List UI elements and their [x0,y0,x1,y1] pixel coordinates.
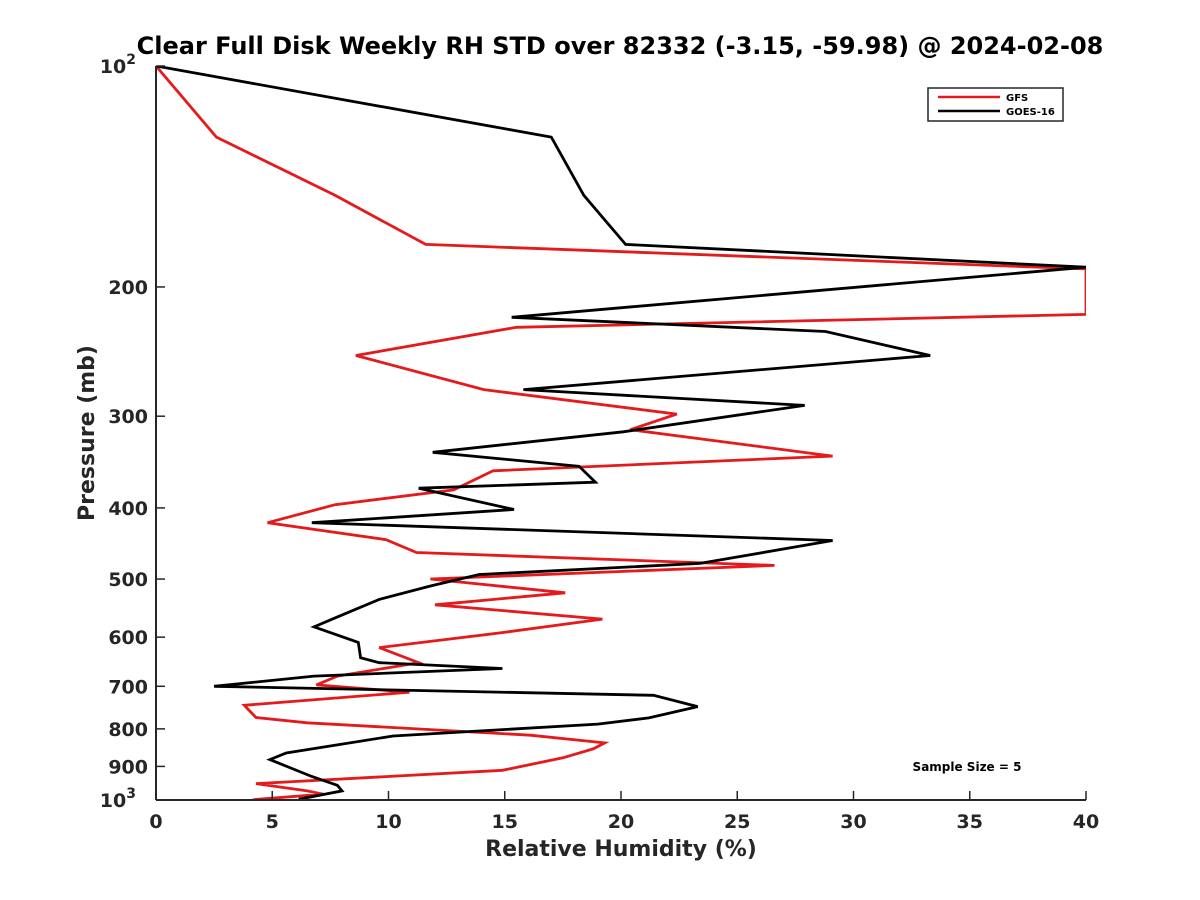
legend-label-gfs: GFS [1006,93,1028,104]
chart-title: Clear Full Disk Weekly RH STD over 82332… [137,32,1104,60]
x-ticks: 0 5 10 15 20 25 30 35 40 [149,791,1099,833]
y-tick-label: 700 [108,676,148,698]
x-tick-label: 15 [492,811,518,833]
x-axis-label: Relative Humidity (%) [485,837,757,862]
y-tick-label: 103 [100,786,136,812]
legend-label-goes-16: GOES-16 [1006,107,1055,118]
x-tick-label: 10 [375,811,401,833]
y-tick-label: 900 [108,756,148,778]
x-tick-label: 20 [608,811,634,833]
y-tick-label: 200 [108,277,148,299]
x-tick-label: 30 [840,811,866,833]
y-tick-label: 500 [108,569,148,591]
x-tick-label: 0 [149,811,162,833]
series-line-gfs [156,66,1086,800]
y-axis-label: Pressure (mb) [75,345,100,521]
x-tick-label: 35 [957,811,983,833]
x-tick-label: 5 [266,811,279,833]
y-tick-label: 600 [108,627,148,649]
series-layer [156,66,1086,800]
legend: GFS GOES-16 [927,87,1064,122]
x-tick-label: 25 [724,811,750,833]
legend-box [927,87,1064,122]
y-tick-label: 102 [100,52,136,78]
series-line-goes-16 [156,66,1086,800]
y-tick-label: 400 [108,498,148,520]
sample-size-annotation: Sample Size = 5 [913,760,1022,774]
y-tick-label: 300 [108,406,148,428]
y-ticks: 102 200 300 400 500 600 700 800 900 103 [100,52,165,812]
x-tick-label: 40 [1073,811,1099,833]
y-tick-label: 800 [108,719,148,741]
